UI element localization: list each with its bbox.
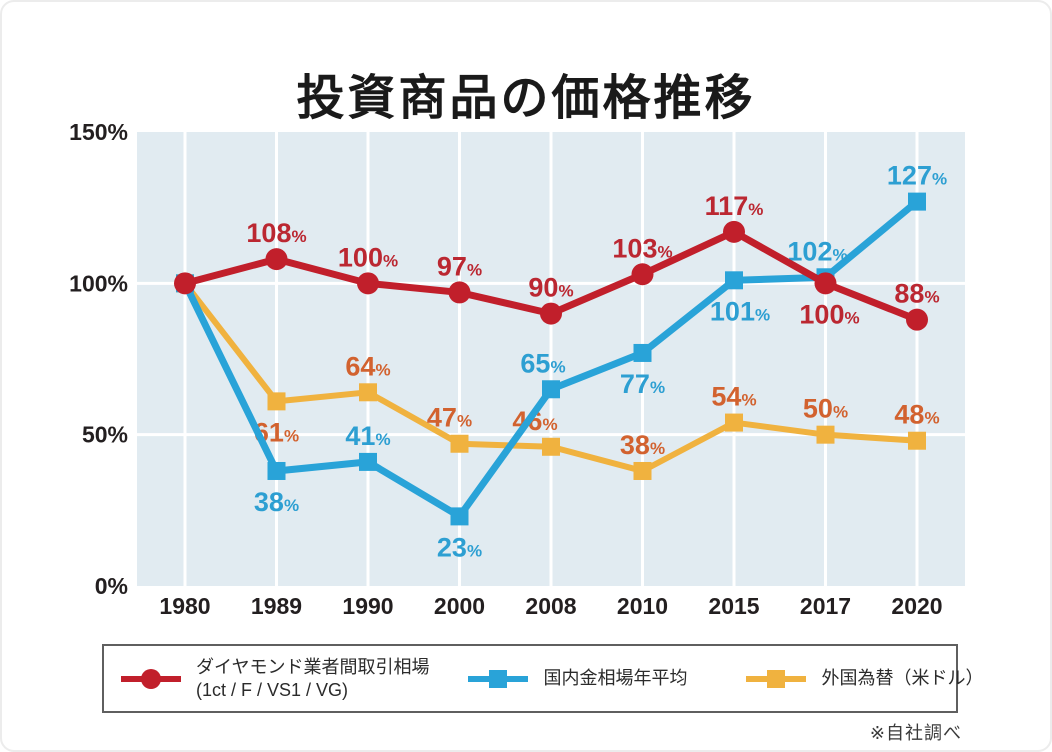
data-marker	[908, 431, 926, 450]
x-tick-label: 2010	[617, 593, 668, 619]
data-point-label: 103%	[612, 233, 672, 263]
data-marker	[723, 220, 745, 243]
data-marker	[450, 507, 469, 526]
data-marker	[265, 248, 288, 271]
data-marker	[267, 392, 286, 411]
legend-label-diamond-line2: (1ct / F / VS1 / VG)	[196, 679, 349, 700]
data-point-label: 127%	[887, 161, 947, 191]
data-point-label: 100%	[338, 242, 398, 272]
blue-line-square-marker-icon	[468, 669, 529, 688]
data-point-label: 90%	[528, 273, 573, 303]
y-tick-label: 50%	[82, 422, 128, 448]
data-point-label: 23%	[437, 532, 482, 562]
data-marker	[542, 380, 560, 399]
data-marker	[906, 308, 928, 331]
y-tick-label: 0%	[95, 573, 128, 599]
legend-label-diamond-line1: ダイヤモンド業者間取引相場	[196, 657, 430, 677]
data-marker	[450, 434, 469, 453]
red-line-circle-marker-icon	[121, 668, 181, 689]
x-tick-label: 2015	[708, 593, 759, 619]
data-marker	[631, 263, 654, 286]
y-tick-label: 150%	[69, 119, 128, 145]
x-tick-label: 2020	[891, 593, 942, 619]
yellow-line-square-marker-icon	[746, 669, 807, 688]
legend-label-forex: 外国為替（米ドル）	[821, 668, 984, 689]
legend-label-gold: 国内金相場年平均	[543, 668, 688, 689]
data-marker	[357, 272, 379, 295]
x-tick-label: 2000	[434, 593, 485, 619]
data-point-label: 47%	[427, 403, 472, 433]
data-marker	[814, 272, 837, 295]
data-marker	[359, 383, 377, 402]
data-marker	[725, 413, 743, 432]
data-marker	[359, 452, 377, 471]
data-marker	[448, 281, 471, 304]
chart-legend: ダイヤモンド業者間取引相場 (1ct / F / VS1 / VG) 国内金相場…	[102, 644, 983, 713]
price-trend-line-chart: 61%64%47% 46%38%54% 50% 48%38%41%23%65%77%1…	[69, 119, 965, 619]
x-tick-label: 1990	[342, 593, 393, 619]
source-note: ※自社調べ	[869, 723, 962, 743]
x-tick-label: 1980	[159, 593, 210, 619]
legend-item-gold: 国内金相場年平均	[465, 666, 687, 692]
x-tick-label: 2017	[800, 593, 851, 619]
data-marker	[633, 461, 652, 480]
legend-item-forex: 外国為替（米ドル）	[743, 666, 983, 692]
data-marker	[174, 272, 196, 295]
data-marker	[267, 461, 286, 480]
data-marker	[725, 271, 743, 290]
y-tick-label: 100%	[69, 270, 128, 296]
data-marker	[542, 437, 560, 456]
x-tick-label: 2008	[525, 593, 576, 619]
data-marker	[540, 302, 562, 325]
data-marker	[633, 343, 652, 362]
x-tick-label: 1989	[251, 593, 302, 619]
data-marker	[908, 192, 926, 211]
data-marker	[816, 425, 835, 444]
legend-item-diamond: ダイヤモンド業者間取引相場 (1ct / F / VS1 / VG)	[118, 656, 429, 701]
legend-label-diamond: ダイヤモンド業者間取引相場 (1ct / F / VS1 / VG)	[196, 656, 429, 701]
